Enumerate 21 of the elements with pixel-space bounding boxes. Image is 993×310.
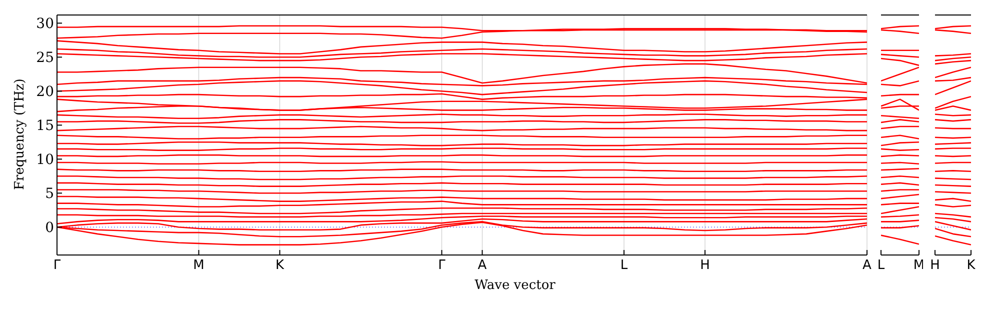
x-tick-label: M xyxy=(913,258,925,274)
y-tick-label: 25 xyxy=(36,50,54,66)
x-tick-label: K xyxy=(275,258,284,274)
x-tick-label: H xyxy=(930,258,940,274)
y-axis-title: Frequency (THz) xyxy=(12,78,28,190)
y-tick-label: 15 xyxy=(36,118,54,134)
x-axis-title: Wave vector xyxy=(474,278,556,293)
x-tick-label: A xyxy=(478,258,487,274)
x-tick-label: Γ xyxy=(438,258,446,274)
y-tick-label: 5 xyxy=(45,186,54,202)
y-tick-label: 30 xyxy=(36,16,54,32)
x-tick-label: M xyxy=(193,258,204,274)
x-tick-label: L xyxy=(620,258,628,274)
x-tick-label: A xyxy=(862,258,872,274)
x-tick-label: Γ xyxy=(53,258,62,274)
y-tick-label: 0 xyxy=(45,220,54,236)
x-tick-label: K xyxy=(966,258,976,274)
x-tick-label: L xyxy=(877,258,886,274)
y-tick-label: 10 xyxy=(36,152,54,168)
x-tick-label: H xyxy=(700,258,710,274)
y-tick-label: 20 xyxy=(36,84,54,100)
